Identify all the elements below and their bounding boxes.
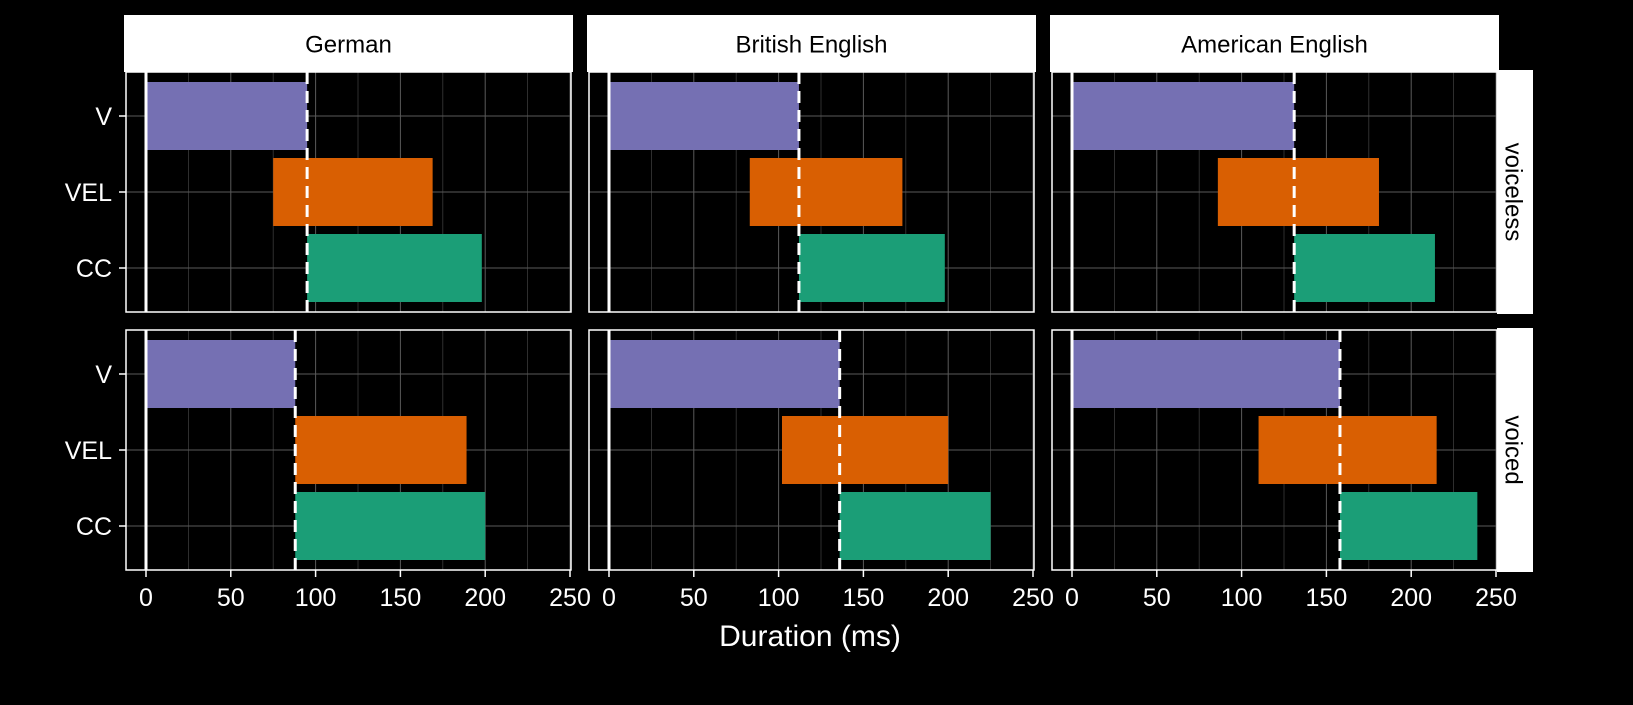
column-strip-american-english [1050, 15, 1499, 72]
bar-v-american-english-voiced [1072, 340, 1340, 408]
x-tick-label: 200 [927, 584, 969, 612]
y-tick-label-vel: VEL [65, 437, 112, 465]
x-axis-title: Duration (ms) [719, 620, 901, 653]
x-tick-label: 250 [1475, 584, 1517, 612]
bar-cc-american-english-voiced [1339, 492, 1478, 560]
bar-vel-british-english-voiced [781, 416, 949, 484]
column-strip-label-german: German [305, 32, 392, 59]
bar-cc-german-voiceless [307, 234, 482, 302]
bar-cc-german-voiced [295, 492, 486, 560]
x-tick-label: 200 [1390, 584, 1432, 612]
bar-cc-american-english-voiceless [1294, 234, 1435, 302]
y-tick-label-cc: CC [76, 255, 112, 283]
y-tick-label-v: V [95, 361, 112, 389]
x-tick-label: 50 [217, 584, 245, 612]
column-strip-label-american-english: American English [1181, 32, 1368, 59]
x-tick-label: 50 [680, 584, 708, 612]
row-strip-label-voiceless: voiceless [1500, 143, 1527, 242]
x-tick-label: 100 [1221, 584, 1263, 612]
x-tick-label: 0 [1065, 584, 1079, 612]
x-tick-label: 0 [139, 584, 153, 612]
bar-v-american-english-voiceless [1072, 82, 1295, 150]
bar-v-german-voiced [146, 340, 296, 408]
x-tick-label: 0 [602, 584, 616, 612]
x-tick-label: 100 [758, 584, 800, 612]
row-strip-voiceless [1497, 70, 1533, 314]
bar-vel-german-voiced [295, 416, 467, 484]
bar-v-german-voiceless [146, 82, 308, 150]
bar-vel-american-english-voiceless [1217, 158, 1379, 226]
x-tick-label: 50 [1143, 584, 1171, 612]
y-tick-label-cc: CC [76, 513, 112, 541]
bar-cc-british-english-voiceless [798, 234, 945, 302]
y-tick-label-v: V [95, 103, 112, 131]
x-tick-label: 150 [1306, 584, 1348, 612]
x-tick-label: 250 [549, 584, 591, 612]
column-strip-german [124, 15, 573, 72]
panel-border-british-english-voiced [588, 329, 1035, 571]
x-tick-label: 200 [464, 584, 506, 612]
x-tick-label: 100 [295, 584, 337, 612]
column-strip-label-british-english: British English [735, 32, 887, 59]
bar-vel-american-english-voiced [1258, 416, 1437, 484]
bar-v-british-english-voiceless [609, 82, 799, 150]
x-tick-label: 150 [380, 584, 422, 612]
bar-v-british-english-voiced [609, 340, 840, 408]
x-tick-label: 150 [843, 584, 885, 612]
bar-vel-british-english-voiceless [749, 158, 903, 226]
bar-vel-german-voiceless [273, 158, 433, 226]
row-strip-label-voiced: voiced [1500, 415, 1527, 484]
bar-cc-british-english-voiced [839, 492, 991, 560]
column-strip-british-english [587, 15, 1036, 72]
row-strip-voiced [1497, 328, 1533, 572]
x-tick-label: 250 [1012, 584, 1054, 612]
y-tick-label-vel: VEL [65, 179, 112, 207]
